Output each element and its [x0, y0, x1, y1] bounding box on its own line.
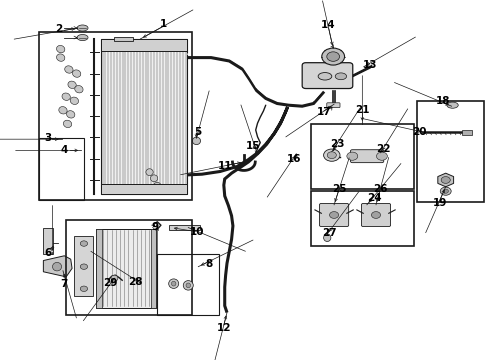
- Ellipse shape: [168, 279, 178, 288]
- Text: 20: 20: [412, 127, 426, 138]
- Circle shape: [323, 149, 339, 161]
- Ellipse shape: [52, 262, 61, 271]
- Circle shape: [442, 189, 447, 193]
- Text: 8: 8: [205, 259, 212, 269]
- Ellipse shape: [75, 86, 83, 93]
- Bar: [43, 228, 53, 254]
- Text: 1: 1: [159, 19, 166, 28]
- FancyBboxPatch shape: [326, 103, 339, 108]
- Text: 16: 16: [286, 154, 301, 163]
- FancyBboxPatch shape: [319, 203, 348, 226]
- Circle shape: [346, 152, 357, 160]
- Bar: [74, 236, 93, 296]
- Ellipse shape: [59, 107, 67, 114]
- Bar: [39, 138, 84, 201]
- Bar: [157, 254, 219, 315]
- Bar: [101, 184, 187, 194]
- Circle shape: [326, 52, 339, 61]
- Text: 5: 5: [193, 127, 201, 138]
- Text: 21: 21: [354, 105, 369, 115]
- Text: 10: 10: [190, 227, 204, 237]
- Text: 6: 6: [45, 248, 52, 258]
- Bar: [169, 225, 200, 230]
- Ellipse shape: [335, 73, 346, 80]
- Circle shape: [80, 264, 87, 269]
- Ellipse shape: [62, 93, 70, 100]
- FancyBboxPatch shape: [302, 63, 352, 89]
- Ellipse shape: [77, 25, 88, 31]
- Text: 17: 17: [316, 107, 331, 117]
- Bar: [311, 191, 413, 246]
- Ellipse shape: [70, 97, 79, 104]
- Text: 24: 24: [366, 193, 381, 203]
- Circle shape: [439, 187, 450, 195]
- Ellipse shape: [318, 73, 331, 80]
- Bar: [151, 229, 156, 308]
- Ellipse shape: [77, 35, 88, 41]
- Text: 3: 3: [45, 133, 52, 143]
- Ellipse shape: [72, 70, 81, 77]
- Ellipse shape: [323, 234, 330, 242]
- Ellipse shape: [64, 66, 73, 73]
- Polygon shape: [43, 256, 72, 277]
- FancyBboxPatch shape: [350, 150, 383, 163]
- Text: 14: 14: [321, 20, 335, 30]
- Ellipse shape: [446, 102, 457, 108]
- Text: 28: 28: [128, 277, 143, 287]
- Bar: [96, 229, 156, 308]
- Text: 26: 26: [372, 184, 387, 194]
- Ellipse shape: [68, 81, 76, 89]
- Ellipse shape: [192, 137, 200, 145]
- Circle shape: [321, 48, 344, 65]
- Circle shape: [376, 152, 386, 160]
- Bar: [461, 130, 471, 135]
- Bar: [114, 36, 132, 41]
- Text: 15: 15: [245, 141, 260, 151]
- Circle shape: [371, 212, 380, 219]
- Ellipse shape: [57, 54, 65, 61]
- Bar: [39, 32, 191, 201]
- Text: 11: 11: [217, 161, 231, 171]
- Text: 12: 12: [216, 323, 231, 333]
- Circle shape: [440, 176, 449, 183]
- Text: 4: 4: [61, 145, 68, 156]
- Text: 25: 25: [332, 184, 346, 194]
- Ellipse shape: [66, 111, 75, 118]
- Circle shape: [329, 212, 338, 219]
- Circle shape: [80, 241, 87, 246]
- Bar: [416, 101, 483, 202]
- Text: 2: 2: [55, 24, 62, 35]
- Ellipse shape: [145, 169, 153, 176]
- Text: 7: 7: [61, 279, 68, 289]
- Ellipse shape: [185, 283, 190, 288]
- Ellipse shape: [171, 281, 176, 286]
- Circle shape: [80, 286, 87, 292]
- Text: 27: 27: [322, 228, 336, 238]
- Ellipse shape: [111, 275, 118, 281]
- Text: 22: 22: [375, 144, 390, 154]
- Bar: [101, 39, 187, 51]
- Bar: [66, 220, 191, 315]
- Bar: [101, 39, 187, 194]
- FancyBboxPatch shape: [361, 203, 390, 226]
- Text: 19: 19: [432, 198, 446, 208]
- Bar: [96, 229, 102, 308]
- Ellipse shape: [63, 120, 72, 127]
- Text: 13: 13: [362, 60, 376, 71]
- Text: 29: 29: [102, 278, 117, 288]
- Text: 23: 23: [330, 139, 344, 149]
- Text: 9: 9: [152, 221, 159, 231]
- Ellipse shape: [150, 175, 158, 182]
- Ellipse shape: [57, 45, 65, 53]
- Circle shape: [326, 152, 336, 158]
- Text: 18: 18: [435, 96, 450, 106]
- Bar: [311, 124, 413, 189]
- Ellipse shape: [183, 280, 193, 290]
- Ellipse shape: [153, 183, 161, 189]
